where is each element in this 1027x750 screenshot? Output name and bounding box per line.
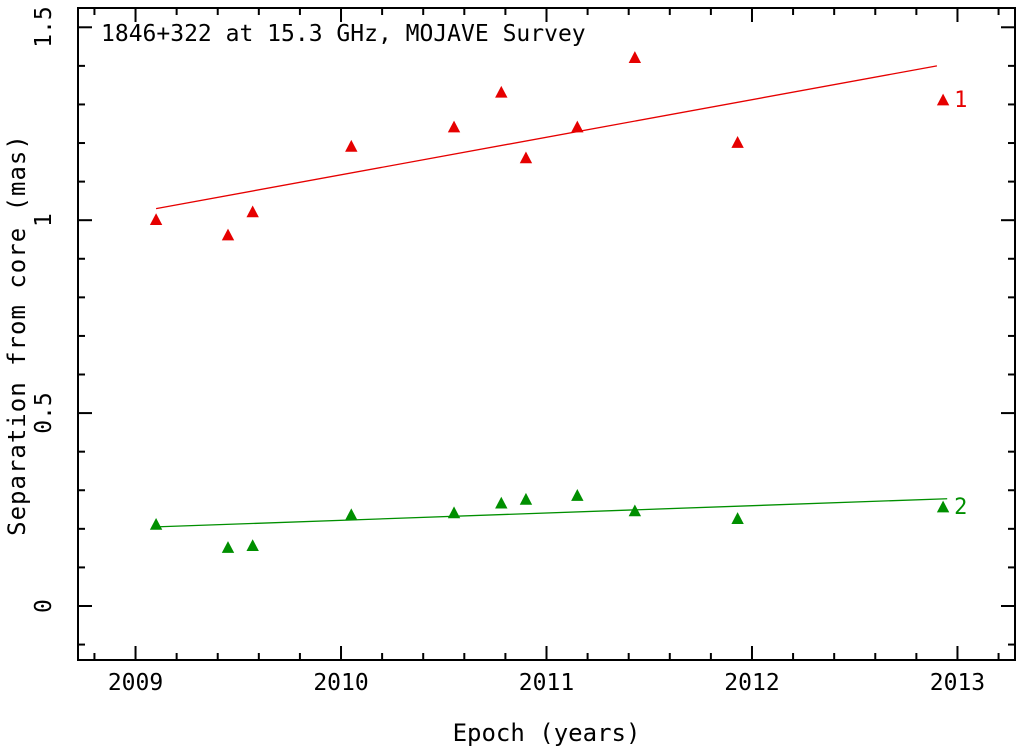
data-point-marker (149, 213, 163, 225)
data-point-marker (149, 517, 163, 530)
y-tick-label: 1 (31, 213, 57, 228)
x-tick-label: 2010 (313, 670, 369, 696)
data-point-marker (519, 492, 533, 505)
x-tick-label: 2013 (929, 670, 986, 696)
data-point-marker (936, 93, 950, 106)
data-point-marker (345, 139, 358, 152)
data-point-marker (221, 228, 235, 241)
plot-frame (77, 7, 1016, 661)
data-point-marker (731, 512, 744, 524)
data-point-marker (628, 51, 642, 63)
data-point-marker (731, 136, 744, 148)
data-point-marker (345, 508, 358, 521)
data-point-marker (246, 539, 259, 551)
y-axis-title: Separation from core (mas) (3, 134, 31, 536)
y-tick-label: 0 (31, 599, 57, 613)
data-point-marker (447, 506, 461, 519)
data-point-marker (246, 205, 259, 218)
component-1-line-label: 1 (954, 87, 968, 113)
data-point-marker (495, 85, 508, 98)
x-axis-title: Epoch (years) (452, 719, 641, 747)
data-point-marker (571, 489, 584, 501)
y-tick-label: 0.5 (31, 392, 57, 434)
x-tick-label: 2009 (107, 670, 164, 696)
data-point-marker (936, 500, 950, 513)
plot-title: 1846+322 at 15.3 GHz, MOJAVE Survey (101, 21, 586, 47)
x-tick-label: 2012 (724, 670, 780, 696)
data-point-marker (628, 504, 642, 517)
data-point-marker (221, 541, 235, 553)
x-tick-label: 2011 (518, 670, 575, 696)
fit-line-component-1 (155, 65, 938, 210)
component-2-line-label: 2 (954, 494, 968, 520)
y-tick-label: 1.5 (31, 6, 57, 49)
data-point-marker (571, 120, 584, 133)
data-point-marker (519, 151, 533, 164)
data-point-marker (447, 120, 461, 133)
data-point-marker (495, 496, 508, 509)
fit-line-component-2 (156, 498, 948, 528)
